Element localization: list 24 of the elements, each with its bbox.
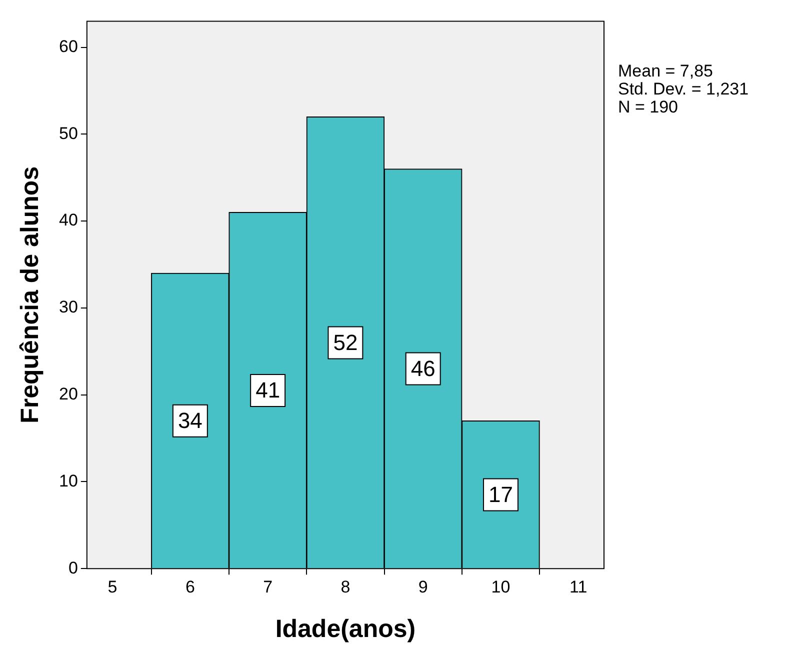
x-axis-title: Idade(anos) bbox=[275, 614, 416, 643]
y-tick-label: 60 bbox=[58, 36, 78, 56]
y-tick-label: 30 bbox=[58, 298, 78, 317]
text: Std. Dev. = 1,231 bbox=[618, 79, 749, 98]
data-label: 52 bbox=[333, 330, 358, 355]
x-tick-label: 9 bbox=[418, 577, 428, 596]
data-label: 34 bbox=[178, 408, 202, 433]
text: N = 190 bbox=[618, 97, 678, 116]
y-tick-label: 0 bbox=[68, 558, 78, 578]
y-tick-label: 10 bbox=[58, 471, 78, 490]
y-tick-label: 20 bbox=[58, 384, 78, 404]
data-label: 17 bbox=[488, 482, 513, 507]
data-label: 46 bbox=[410, 356, 436, 381]
y-axis-title: Frequência de alunos bbox=[16, 166, 44, 424]
x-tick-label: 8 bbox=[340, 577, 350, 596]
y-tick-label: 40 bbox=[58, 210, 78, 230]
x-tick-label: 5 bbox=[108, 577, 118, 596]
x-tick-label: 11 bbox=[570, 577, 588, 596]
x-tick-label: 6 bbox=[185, 577, 195, 596]
data-label: 41 bbox=[256, 378, 280, 403]
y-tick-label: 50 bbox=[58, 124, 78, 143]
text: Mean = 7,85 bbox=[618, 61, 713, 80]
x-tick-label: 7 bbox=[263, 577, 273, 596]
x-tick-label: 10 bbox=[491, 577, 510, 596]
